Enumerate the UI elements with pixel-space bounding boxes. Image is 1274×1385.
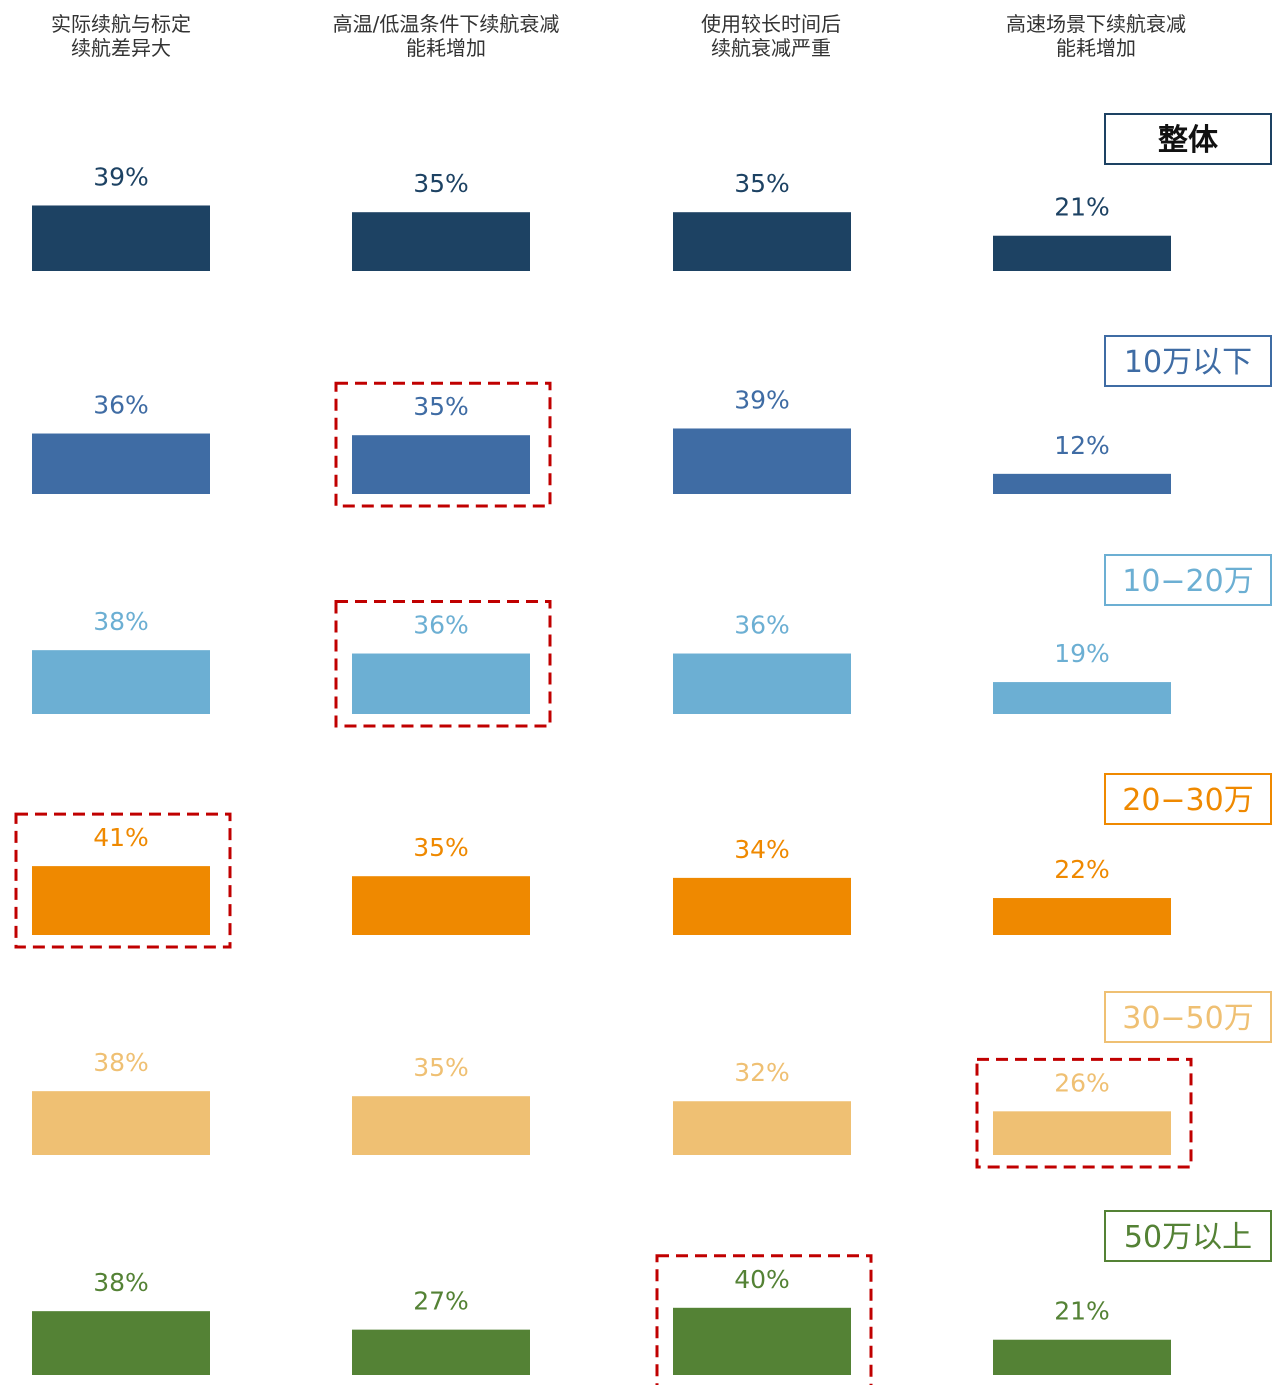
segment-label: 10万以下 — [1124, 345, 1252, 380]
column-header-line: 高温/低温条件下续航衰减 — [333, 12, 560, 36]
data-label: 21% — [1054, 193, 1110, 222]
bar — [993, 1339, 1171, 1375]
data-label: 36% — [734, 611, 790, 640]
data-label: 21% — [1054, 1297, 1110, 1326]
column-header-line: 续航差异大 — [71, 36, 171, 60]
bar — [352, 435, 530, 494]
segment-badge — [1104, 991, 1272, 1043]
data-label: 40% — [734, 1265, 790, 1294]
data-label: 32% — [734, 1058, 790, 1087]
bar — [352, 876, 530, 935]
bar — [352, 653, 530, 714]
bar — [673, 212, 851, 271]
column-header: 实际续航与标定续航差异大 — [51, 12, 191, 60]
data-label: 38% — [93, 607, 149, 636]
data-label: 38% — [93, 1268, 149, 1297]
data-label: 22% — [1054, 855, 1110, 884]
segment-badge — [1104, 773, 1272, 825]
bar — [32, 650, 210, 714]
data-label: 35% — [413, 169, 469, 198]
column-header: 使用较长时间后续航衰减严重 — [701, 12, 841, 60]
segment-label: 10−20万 — [1122, 564, 1253, 599]
bar — [32, 1091, 210, 1155]
segment-badge — [1104, 1210, 1272, 1262]
bar — [673, 1101, 851, 1155]
bar — [352, 1329, 530, 1375]
data-label: 12% — [1054, 431, 1110, 460]
data-label: 35% — [413, 392, 469, 421]
highlight-box — [334, 381, 552, 508]
bar — [673, 877, 851, 935]
bar — [32, 433, 210, 494]
column-headers: 实际续航与标定续航差异大高温/低温条件下续航衰减能耗增加使用较长时间后续航衰减严… — [51, 12, 1186, 60]
bar — [993, 1111, 1171, 1155]
bar — [32, 205, 210, 271]
bar — [993, 473, 1171, 494]
data-label: 34% — [734, 835, 790, 864]
data-label: 35% — [734, 169, 790, 198]
column-header-line: 续航衰减严重 — [711, 36, 831, 60]
segment-badge — [1104, 554, 1272, 606]
data-label: 19% — [1054, 639, 1110, 668]
data-label: 38% — [93, 1048, 149, 1077]
data-label: 35% — [413, 1053, 469, 1082]
column-header: 高温/低温条件下续航衰减能耗增加 — [333, 12, 560, 60]
bar — [673, 1307, 851, 1375]
bar — [993, 898, 1171, 935]
column-header-line: 使用较长时间后 — [701, 12, 841, 36]
column-header-line: 高速场景下续航衰减 — [1006, 12, 1186, 36]
bar — [32, 1311, 210, 1375]
data-label: 36% — [413, 611, 469, 640]
bar — [993, 235, 1171, 271]
segment-label: 30−50万 — [1122, 1001, 1253, 1036]
data-label: 39% — [734, 385, 790, 414]
data-label: 41% — [93, 823, 149, 852]
bar — [673, 653, 851, 714]
segment-label: 整体 — [1158, 123, 1219, 158]
highlight-box — [14, 812, 232, 949]
segment-label: 50万以上 — [1124, 1220, 1252, 1255]
series-row: 10万以下 36% 35% 39% 12% — [32, 335, 1272, 508]
data-label: 27% — [413, 1287, 469, 1316]
bar — [673, 428, 851, 494]
segment-badge — [1104, 335, 1272, 387]
column-header-line: 能耗增加 — [406, 36, 486, 60]
bar — [352, 212, 530, 271]
series-row: 20−30万 41% 35% 34% 22% — [14, 773, 1272, 949]
data-label: 36% — [93, 391, 149, 420]
series-row: 30−50万 38% 35% 32% 26% — [32, 991, 1272, 1169]
highlight-box — [334, 600, 552, 728]
bar — [993, 682, 1171, 714]
highlight-box — [655, 1254, 873, 1385]
series-row: 10−20万 38% 36% 36% 19% — [32, 554, 1272, 728]
series-row: 50万以上 38% 27% 40% 21% — [32, 1210, 1272, 1385]
data-label: 35% — [413, 833, 469, 862]
highlight-box — [975, 1057, 1193, 1169]
series-row: 整体 39% 35% 35% 21% — [32, 113, 1272, 271]
column-header-line: 能耗增加 — [1056, 36, 1136, 60]
data-label: 26% — [1054, 1068, 1110, 1097]
bar — [352, 1096, 530, 1155]
column-header: 高速场景下续航衰减能耗增加 — [1006, 12, 1186, 60]
segment-badge — [1104, 113, 1272, 165]
chart-rows: 整体 39% 35% 35% 21% 10万以下 36% 35% 39% 12% 10−20万 38%… — [14, 113, 1272, 1385]
data-label: 39% — [93, 162, 149, 191]
column-header-line: 实际续航与标定 — [51, 12, 191, 36]
bar — [32, 866, 210, 935]
segment-label: 20−30万 — [1122, 783, 1253, 818]
